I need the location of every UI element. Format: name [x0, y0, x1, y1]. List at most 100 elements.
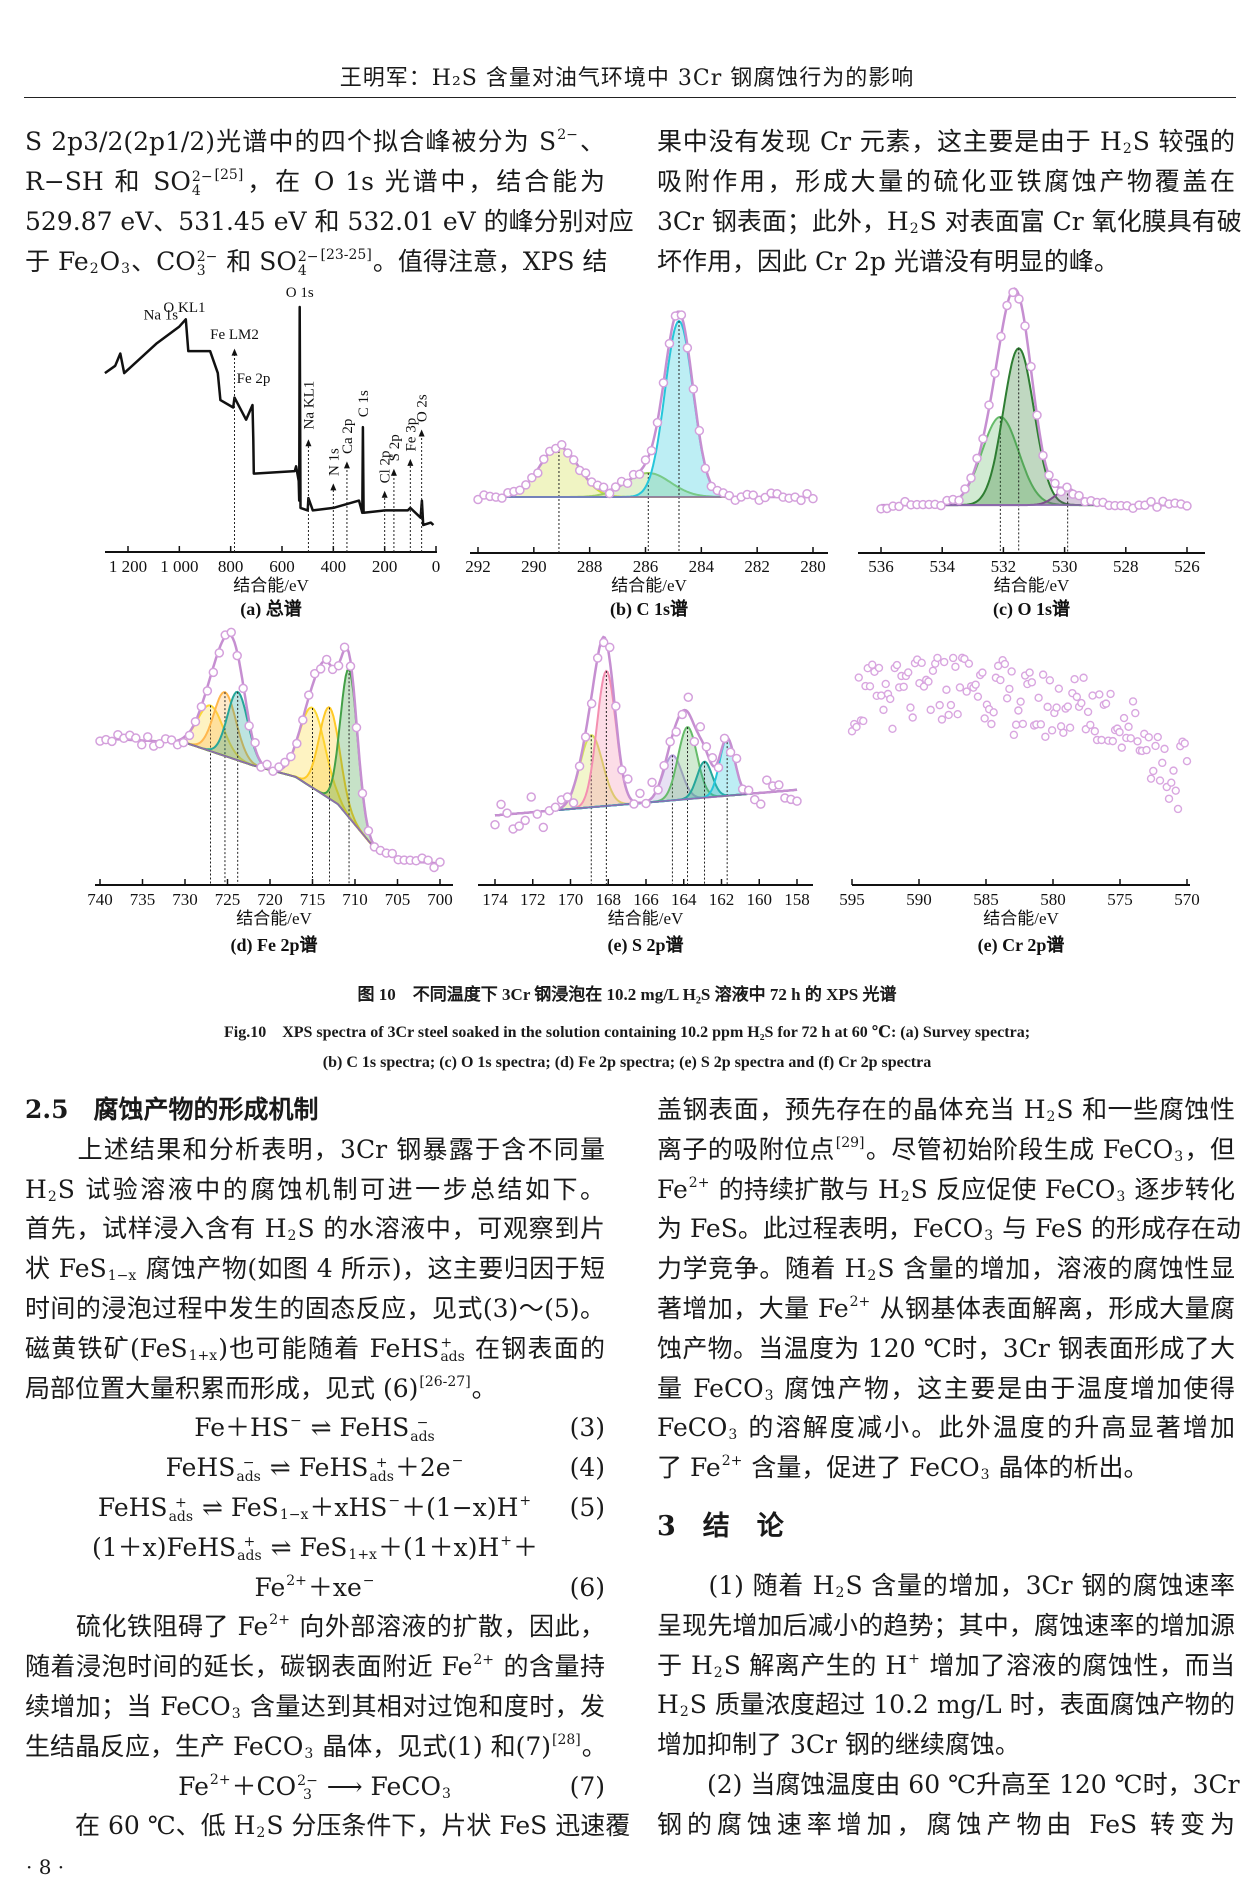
data-point	[1014, 294, 1024, 304]
subscript: 2	[89, 261, 99, 277]
data-point	[924, 677, 933, 686]
superscript: −	[242, 1454, 255, 1471]
superscript: [28]	[552, 1731, 581, 1748]
data-point	[1164, 794, 1174, 803]
superscript: 2+	[286, 1572, 307, 1589]
data-point	[539, 454, 549, 464]
x-tick-label: 730	[172, 890, 198, 909]
x-tick-label: 166	[633, 890, 659, 909]
script-group: 2	[867, 1269, 876, 1283]
data-point	[1167, 778, 1176, 787]
subscript: 2	[900, 1188, 910, 1205]
subscript: ads	[440, 1349, 465, 1366]
equation-number: (5)	[569, 1493, 605, 1522]
text-run: ⇌ FeHS	[261, 1453, 369, 1483]
data-point	[973, 692, 983, 701]
peak-label: Cl 2p	[378, 450, 394, 483]
script-group: +	[519, 1494, 531, 1508]
envelope-curve	[478, 310, 813, 499]
data-point	[996, 331, 1006, 342]
chart-panel-3: 740 735 730 725 720 715 710 705 700 结合能/eV (d) Fe …	[87, 627, 453, 956]
script-group: 2	[288, 1229, 297, 1243]
data-point	[1124, 722, 1133, 731]
data-point	[888, 724, 897, 734]
data-point	[652, 417, 663, 428]
data-point	[244, 721, 254, 731]
text-line: 磁黄铁矿(FeS 1+x)也可能随着 FeHS + ads 在钢表面的	[25, 1329, 605, 1369]
data-point	[574, 761, 585, 771]
subscript: 2	[47, 1188, 57, 1205]
script-group: + ads	[169, 1496, 194, 1524]
text-run: S 反应促使 FeCO	[910, 1174, 1116, 1204]
data-point	[972, 453, 982, 464]
data-point	[226, 627, 236, 638]
data-point	[490, 820, 500, 830]
text-run: 在 60 ℃、低 H	[25, 1811, 256, 1841]
text-line: 增加抑制了 3Cr 钢的继续腐蚀。	[657, 1725, 1235, 1765]
data-point	[694, 425, 705, 436]
data-point	[1043, 702, 1052, 712]
line-content: FeHS + ads ⇌ FeS 1−x ＋xHS − ＋(1−x)H +	[97, 1493, 532, 1524]
chart-panel-1: 292 290 288 286 284 282 280 结合能/eV (b) C 1s谱	[465, 310, 828, 620]
survey-spectrum-line	[104, 305, 435, 527]
text-run: Fe	[254, 1572, 286, 1602]
data-point	[1155, 776, 1165, 785]
x-tick-label: 168	[596, 890, 622, 909]
data-point	[1095, 690, 1104, 699]
line-content: 磁黄铁矿(FeS 1+x)也可能随着 FeHS + ads 在钢表面的	[25, 1333, 605, 1366]
script-group: 3	[765, 1389, 774, 1403]
x-tick-label: 160	[747, 890, 773, 909]
text-line: 随着浸泡时间的延长，碳钢表面附近 Fe 2+ 的含量持	[25, 1647, 605, 1687]
text-run: FeHS	[97, 1493, 168, 1522]
line-content: 离子的吸附位点 [29] 。尽管初始阶段生成 FeCO 3 ，但	[657, 1135, 1235, 1164]
text-line: 吸附作用，形成大量的硫化亚铁腐蚀产物覆盖在	[657, 162, 1235, 202]
text-run: 腐蚀产物，这主要是由于温度增加使得	[774, 1373, 1235, 1403]
line-content: 续增加；当 FeCO 3 含量达到其相对过饱和度时，发	[25, 1692, 605, 1721]
data-point	[707, 752, 718, 763]
text-line: (2) 当腐蚀温度由 60 ℃升高至 120 ℃时，3Cr	[657, 1765, 1240, 1805]
data-point	[333, 660, 344, 671]
text-run: S 试验溶液中的腐蚀机制可进一步总结如下。	[57, 1174, 605, 1204]
script-group: 2+	[286, 1574, 307, 1588]
data-point	[502, 808, 512, 818]
subscript: 1−x	[279, 1507, 309, 1523]
peak-label: Fe 2p	[237, 371, 271, 387]
data-point	[586, 698, 597, 709]
figure-10-xps-spectra: 1 200 1 000 800 600 400 200 0 结合能/eV (a) 总谱 Na 1s…	[87, 285, 1205, 956]
line-content: 增加抑制了 3Cr 钢的继续腐蚀。	[657, 1730, 1020, 1759]
script-group: − ads	[236, 1456, 261, 1484]
text-run: 为 FeS。此过程表明，FeCO	[657, 1214, 984, 1244]
text-run: 钢的腐蚀速率增加，腐蚀产物由 FeS 转变为	[657, 1809, 1235, 1839]
subscript: 3	[984, 1228, 994, 1245]
data-point	[647, 777, 657, 788]
x-tick-label: 700	[427, 890, 453, 909]
peak-label: C 1s	[356, 390, 372, 417]
x-tick-label: 570	[1174, 890, 1200, 909]
line-content: 随着浸泡时间的延长，碳钢表面附近 Fe 2+ 的含量持	[25, 1652, 605, 1681]
superscript: +	[500, 1532, 513, 1549]
running-header: 王明军：H₂S 含量对油气环境中 3Cr 钢腐蚀行为的影响	[339, 66, 915, 91]
text-run: (1＋x)FeHS	[91, 1532, 237, 1562]
equation-number: (7)	[569, 1771, 605, 1801]
data-point	[713, 762, 724, 773]
data-point	[605, 642, 615, 653]
text-run: 磁黄铁矿(FeS	[25, 1333, 188, 1363]
text-line: 蚀产物。当温度为 120 ℃时，3Cr 钢表面形成了大	[657, 1329, 1235, 1369]
text-run: 。	[471, 1373, 497, 1403]
equation: Fe 2+ ＋xe − (6)	[25, 1568, 605, 1608]
line-content: 钢的腐蚀速率增加，腐蚀产物由 FeS 转变为	[657, 1810, 1235, 1839]
superscript: 2+	[849, 1294, 871, 1310]
subscript: 3	[728, 1427, 738, 1444]
data-point	[598, 482, 609, 493]
x-tick-label: 725	[215, 890, 241, 909]
superscript: 2+	[269, 1612, 290, 1629]
data-point	[802, 488, 812, 499]
data-point	[292, 738, 302, 749]
data-point	[304, 690, 314, 700]
data-point	[881, 679, 890, 689]
data-point	[309, 668, 320, 679]
